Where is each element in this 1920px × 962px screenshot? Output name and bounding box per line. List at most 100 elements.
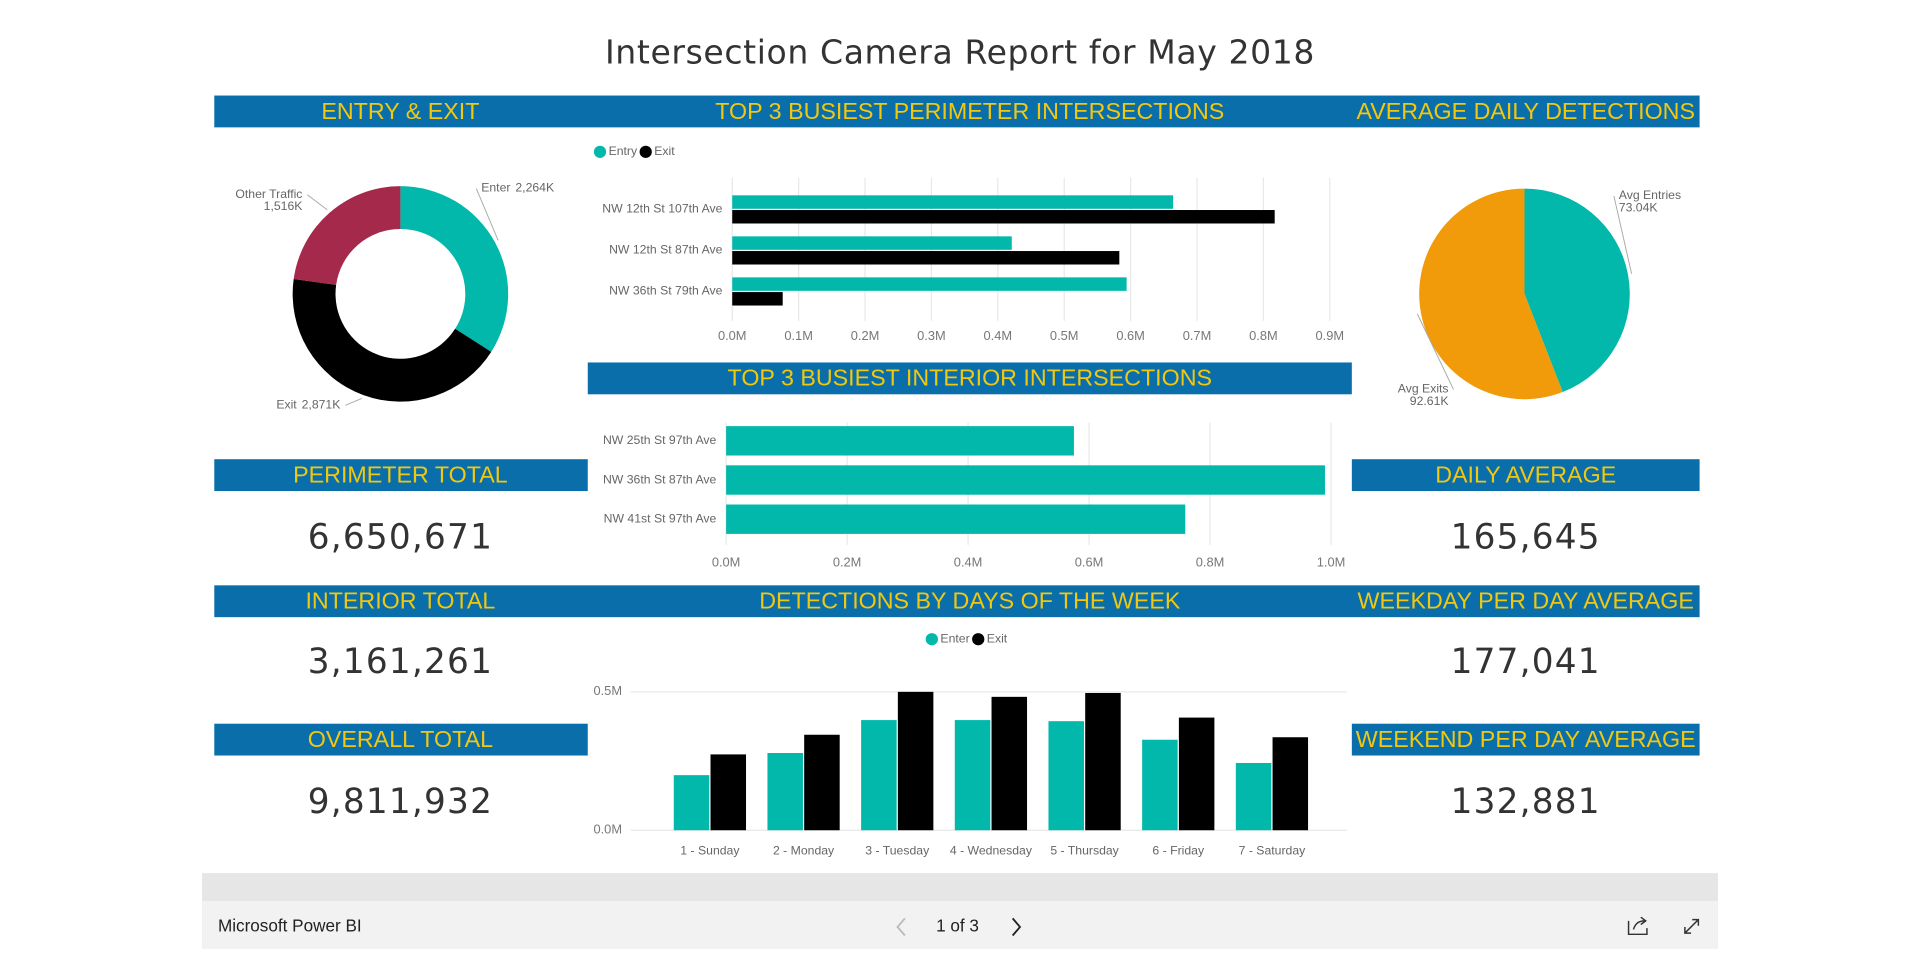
header-bar [1351, 723, 1700, 756]
card-value: 6,650,671 [308, 517, 493, 557]
card-title: WEEKEND PER DAY AVERAGE [1356, 726, 1696, 752]
bar [954, 720, 991, 831]
bar [732, 210, 1275, 224]
bar [726, 426, 1074, 456]
x-tick-label: 6 - Friday [1152, 843, 1205, 857]
bar [1235, 762, 1272, 831]
bar [897, 691, 934, 831]
bar [767, 753, 803, 831]
prev-page[interactable] [896, 917, 906, 937]
x-tick-label: 4 - Wednesday [950, 843, 1033, 857]
slice-name: Avg Entries [1619, 188, 1681, 202]
header-bar [214, 585, 1700, 618]
bar [804, 734, 840, 831]
slice [400, 186, 509, 352]
legend-marker [593, 145, 607, 158]
share-button[interactable] [1627, 916, 1648, 936]
legend-marker [639, 145, 652, 158]
card-value: 3,161,261 [308, 642, 493, 682]
x-tick-label: 0.1M [784, 328, 813, 343]
header-title: DETECTIONS BY DAYS OF THE WEEK [759, 588, 1181, 614]
card-value: 132,881 [1451, 782, 1601, 822]
bar [732, 292, 783, 306]
next-page[interactable] [1011, 917, 1022, 937]
header-title: AVERAGE DAILY DETECTIONS [1356, 98, 1694, 124]
slice-value: 2,264K [515, 181, 555, 195]
leader-line [307, 194, 328, 211]
report-title: Intersection Camera Report for May 2018 [605, 32, 1315, 71]
slice-name: Exit [276, 398, 297, 412]
bar [861, 720, 897, 831]
y-tick-label: NW 12th St 107th Ave [602, 202, 722, 216]
slice-value: 92.61K [1410, 394, 1450, 408]
leader-line [1613, 195, 1633, 274]
leader-line [1416, 313, 1454, 390]
bar [726, 504, 1186, 534]
brand: Microsoft Power BI [218, 915, 362, 935]
bar [732, 236, 1012, 250]
card-title: WEEKDAY PER DAY AVERAGE [1358, 588, 1694, 614]
x-tick-label: 1.0M [1317, 555, 1346, 570]
x-tick-label: 5 - Thursday [1050, 843, 1119, 857]
bar [726, 465, 1325, 495]
x-tick-label: 0.2M [851, 328, 880, 343]
header-bar [1351, 459, 1700, 492]
slice-name: Avg Exits [1398, 382, 1449, 396]
slice [292, 279, 492, 402]
slice [1419, 188, 1563, 400]
y-tick-label: NW 25th St 97th Ave [603, 433, 717, 447]
card-title: PERIMETER TOTAL [293, 461, 508, 487]
x-tick-label: 2 - Monday [773, 843, 835, 857]
legend-marker [972, 633, 985, 646]
footer-strip [202, 873, 1718, 902]
x-tick-label: 1 - Sunday [680, 843, 740, 857]
header-title: TOP 3 BUSIEST PERIMETER INTERSECTIONS [715, 98, 1224, 124]
slice-name: Other Traffic [235, 187, 302, 201]
x-tick-label: 0.6M [1075, 555, 1104, 570]
card-title: INTERIOR TOTAL [305, 588, 495, 614]
header-title: TOP 3 BUSIEST INTERIOR INTERSECTIONS [728, 365, 1212, 391]
bar [1085, 692, 1121, 831]
y-tick-label: NW 12th St 87th Ave [609, 243, 723, 257]
card-title: OVERALL TOTAL [308, 726, 493, 752]
y-tick-label: NW 41st St 97th Ave [604, 511, 717, 525]
x-tick-label: 0.9M [1316, 328, 1345, 343]
bar [732, 195, 1174, 209]
bar [991, 696, 1028, 831]
bar [732, 277, 1127, 291]
y-tick-label: NW 36th St 79th Ave [609, 284, 723, 298]
x-tick-label: 0.5M [1050, 328, 1079, 343]
slice-label: Exit 2,871K [276, 398, 341, 412]
x-tick-label: 0.0M [712, 555, 741, 570]
footer [202, 901, 1718, 949]
bar [1272, 737, 1309, 831]
leader-line [345, 397, 363, 406]
header-bar [214, 459, 588, 492]
x-tick-label: 0.6M [1116, 328, 1145, 343]
bar [1048, 721, 1084, 831]
page-indicator: 1 of 3 [936, 915, 979, 935]
legend-label: Exit [654, 144, 675, 158]
card-value: 165,645 [1451, 517, 1601, 557]
y-tick-label: 0.5M [593, 683, 622, 698]
legend-label: Exit [987, 631, 1008, 645]
header-bar [587, 362, 1352, 395]
header-bar [214, 723, 588, 756]
x-tick-label: 0.4M [954, 555, 983, 570]
x-tick-label: 0.8M [1249, 328, 1278, 343]
slice-name: Enter [481, 181, 510, 195]
card-value: 177,041 [1451, 642, 1601, 682]
x-tick-label: 0.2M [833, 555, 862, 570]
legend-label: Entry [609, 144, 638, 158]
fullscreen-button[interactable] [1684, 918, 1700, 934]
slice-value: 2,871K [302, 398, 342, 412]
header-title: ENTRY & EXIT [321, 98, 479, 124]
x-tick-label: 0.3M [917, 328, 946, 343]
bar [1142, 739, 1178, 831]
bar [732, 251, 1120, 265]
bar [673, 775, 710, 831]
x-tick-label: 0.8M [1196, 555, 1225, 570]
slice [1524, 188, 1630, 393]
